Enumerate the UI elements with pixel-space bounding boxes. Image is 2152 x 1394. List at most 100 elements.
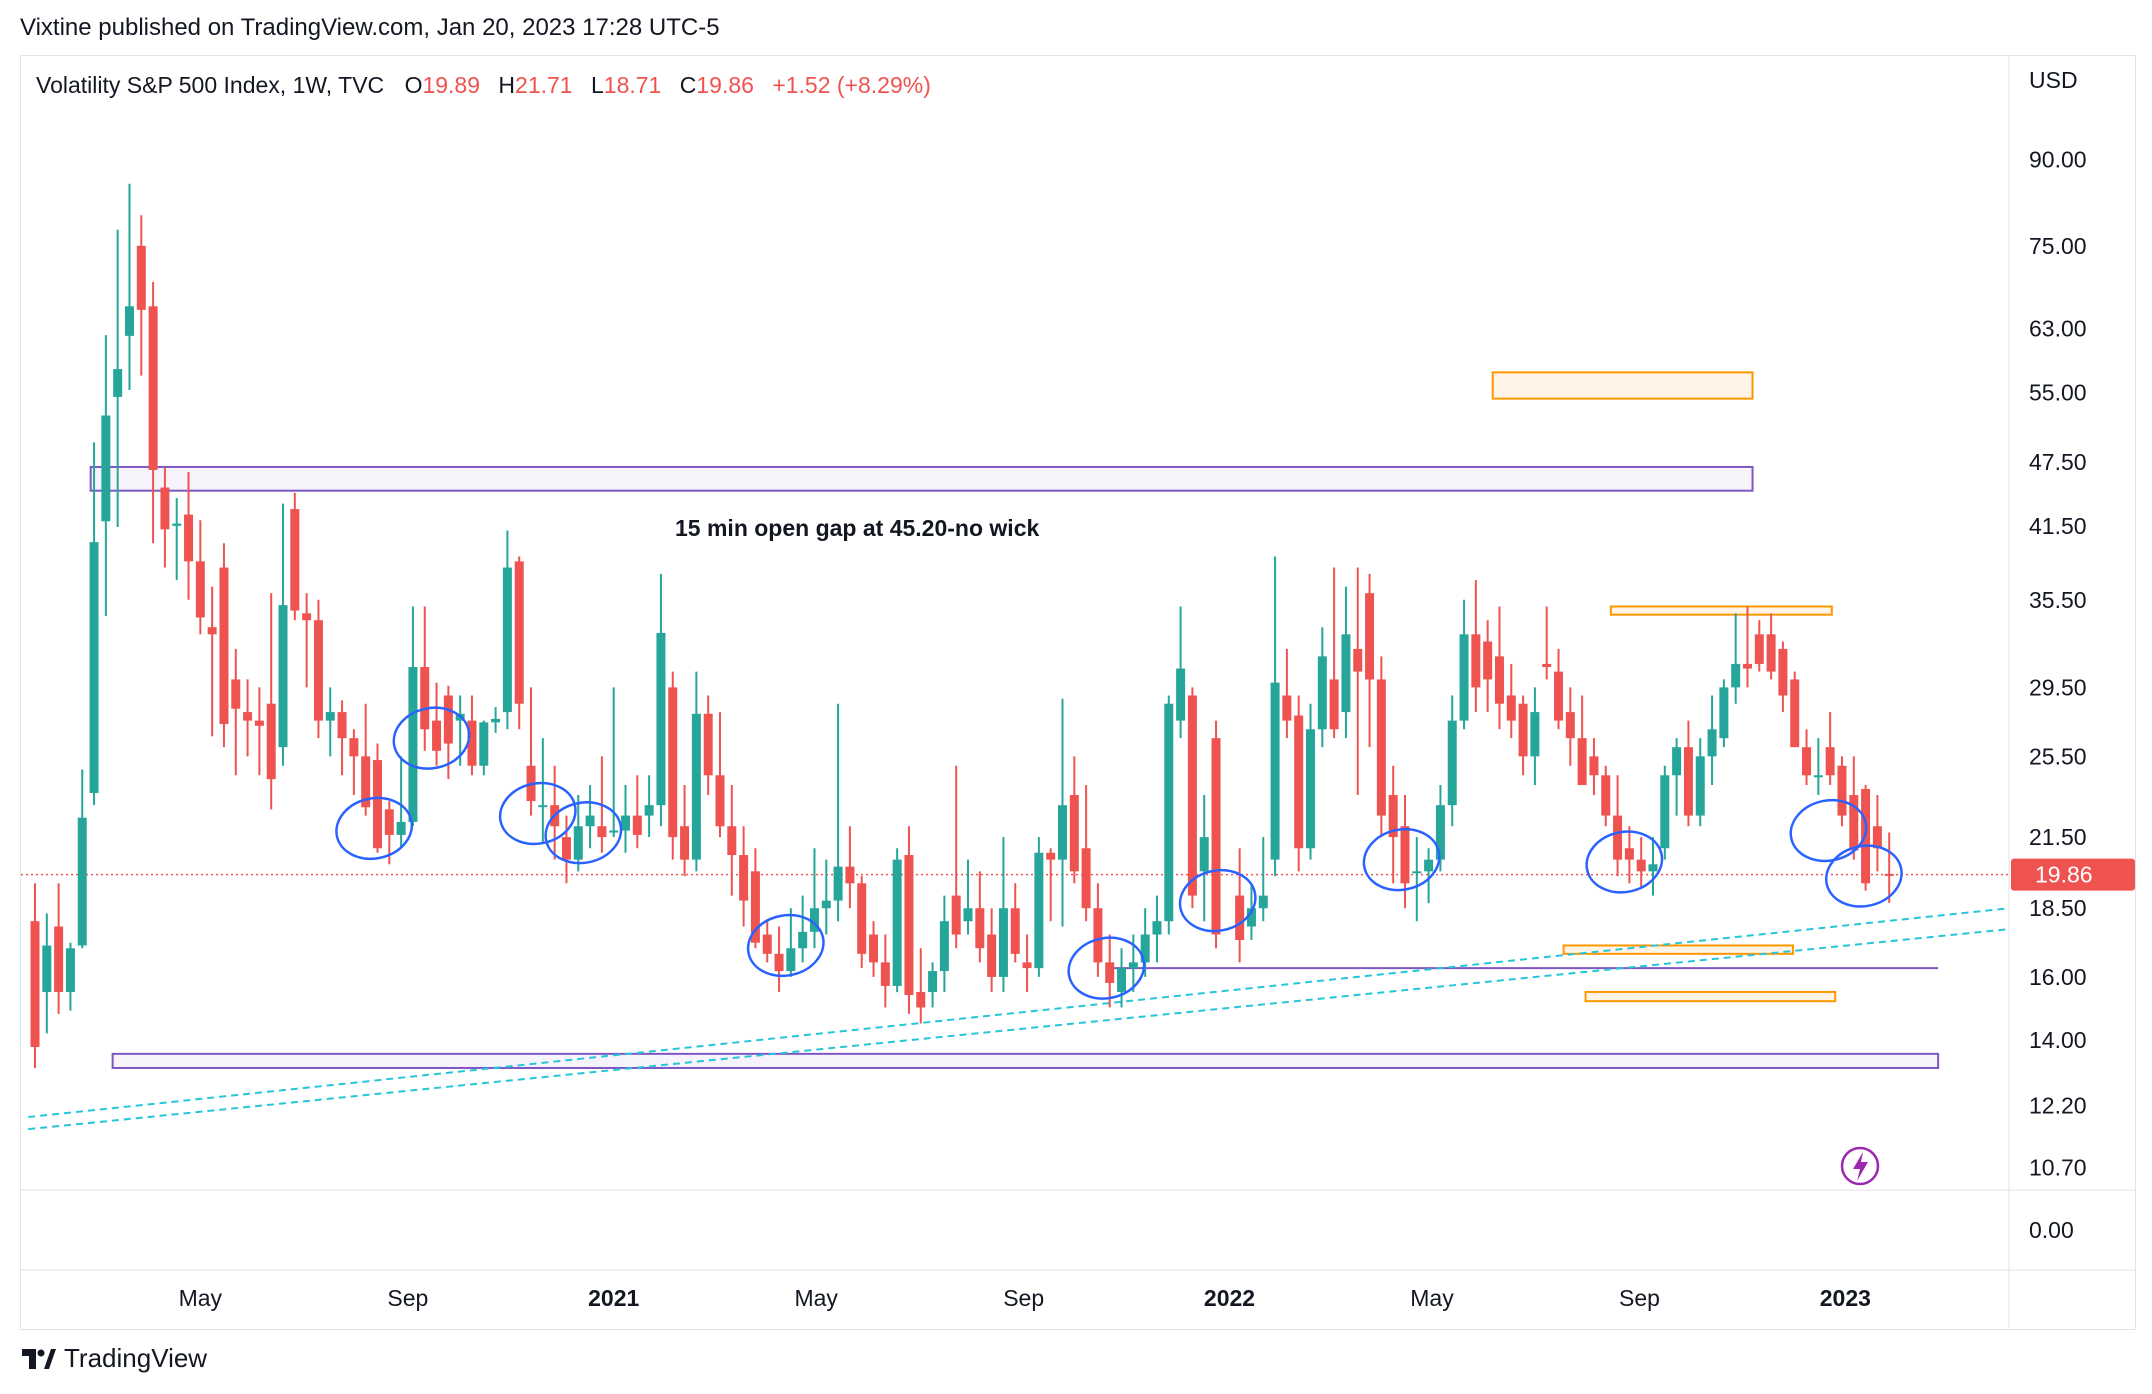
candle-body	[786, 948, 796, 972]
candle-body	[1152, 921, 1162, 935]
y-tick-label: 35.50	[2029, 587, 2087, 613]
y-tick-label: 41.50	[2029, 513, 2087, 539]
candle-body	[1424, 859, 1434, 872]
y-tick-label: 16.00	[2029, 964, 2087, 990]
candle-body	[443, 695, 453, 744]
y-tick-label: 55.00	[2029, 380, 2087, 406]
candle-body	[77, 817, 87, 946]
candle-body	[1105, 962, 1115, 983]
candle-body	[65, 948, 75, 992]
candle-body	[1530, 712, 1540, 757]
y-tick-label: 63.00	[2029, 315, 2087, 341]
tradingview-logo[interactable]: TradingView	[22, 1343, 207, 1374]
y-tick-label: 90.00	[2029, 146, 2087, 172]
candle-body	[89, 542, 99, 793]
candle-body	[1766, 634, 1776, 672]
candle-body	[1199, 837, 1209, 872]
candle-body	[361, 756, 371, 808]
candle-body	[680, 826, 690, 860]
candle-body	[656, 632, 666, 806]
candle-body	[1506, 695, 1516, 721]
candle-body	[1435, 805, 1445, 860]
candle-body	[1742, 663, 1752, 669]
candle-body	[1010, 908, 1020, 954]
candle-body	[609, 830, 619, 833]
candle-body	[1057, 805, 1067, 860]
candle-body	[1034, 852, 1044, 969]
y-tick-label-volume: 0.00	[2029, 1217, 2074, 1243]
candle-body	[1353, 648, 1363, 672]
candle-body	[928, 971, 938, 992]
candle-body	[916, 991, 926, 1008]
flash-icon[interactable]	[1840, 1146, 1880, 1186]
candle-body	[1518, 703, 1528, 757]
svg-text:Volatility S&P 500 Index, 1W,: Volatility S&P 500 Index, 1W, TVC O19.89…	[36, 72, 931, 98]
x-tick-label: Sep	[387, 1285, 428, 1311]
candle-body	[1046, 852, 1056, 860]
candle-body	[998, 908, 1008, 977]
candle-body	[691, 713, 701, 860]
candle-body	[325, 712, 335, 721]
highlight-circle	[335, 796, 414, 861]
candle-body	[703, 713, 713, 776]
gap-annotation: 15 min open gap at 45.20-no wick	[675, 515, 1039, 541]
candle-body	[1695, 756, 1705, 816]
candle-body	[219, 567, 229, 725]
last-price-tag	[2011, 858, 2135, 891]
highlight-circle	[1067, 936, 1146, 1000]
candle-body	[479, 722, 489, 766]
candle-body	[1672, 747, 1682, 776]
y-tick-label: 75.00	[2029, 233, 2087, 259]
candle-body	[1589, 756, 1599, 776]
candle-body	[1494, 656, 1504, 704]
candle-body	[113, 369, 123, 397]
candle-body	[821, 900, 831, 909]
y-tick-label: 14.00	[2029, 1027, 2087, 1053]
axes: 90.00 75.00 63.00 55.00 47.50 41.50 35.50 29.50…	[21, 56, 2135, 1328]
candle-body	[1282, 695, 1292, 721]
plot-area[interactable]	[21, 183, 2152, 1131]
candle-body	[987, 934, 997, 977]
candle-body	[372, 760, 382, 849]
candle-body	[1400, 826, 1410, 884]
candle-body	[798, 931, 808, 949]
candle-body	[502, 567, 512, 713]
candle-body	[1613, 815, 1623, 860]
candle-body	[54, 926, 64, 992]
candle-body	[396, 821, 406, 835]
candle-body	[42, 945, 52, 992]
candle-body	[148, 306, 158, 470]
candle-body	[739, 855, 749, 901]
x-tick-label: 2021	[588, 1285, 639, 1311]
candle-body	[30, 921, 40, 1047]
candle-body	[1258, 895, 1268, 909]
candle-body	[585, 815, 595, 827]
highlight-circle	[498, 781, 577, 846]
candle-body	[1542, 663, 1552, 667]
y-tick-label: 29.50	[2029, 674, 2087, 700]
candle-body	[1660, 775, 1670, 849]
chart-frame[interactable]	[20, 55, 2136, 1330]
candle-body	[1719, 687, 1729, 739]
candle-body	[184, 514, 194, 562]
candle-body	[313, 620, 323, 721]
candle-body	[1270, 682, 1280, 860]
zone-rect	[1562, 944, 1795, 955]
candle-body	[1164, 703, 1174, 922]
candle-body	[136, 245, 146, 310]
candle-body	[1093, 908, 1103, 963]
candle-body	[1365, 593, 1375, 680]
candle-body	[632, 815, 642, 835]
candle-body	[1778, 648, 1788, 696]
candle-body	[1802, 747, 1812, 776]
highlight-circle	[746, 913, 825, 978]
x-tick-label: 2022	[1204, 1285, 1255, 1311]
candle-body	[750, 871, 760, 943]
candle-body	[420, 666, 430, 730]
y-tick-label: 10.70	[2029, 1154, 2087, 1180]
y-tick-label: 18.50	[2029, 895, 2087, 921]
candle-body	[1731, 663, 1741, 688]
candle-body	[1471, 634, 1481, 688]
zone-rect	[111, 1052, 1940, 1069]
